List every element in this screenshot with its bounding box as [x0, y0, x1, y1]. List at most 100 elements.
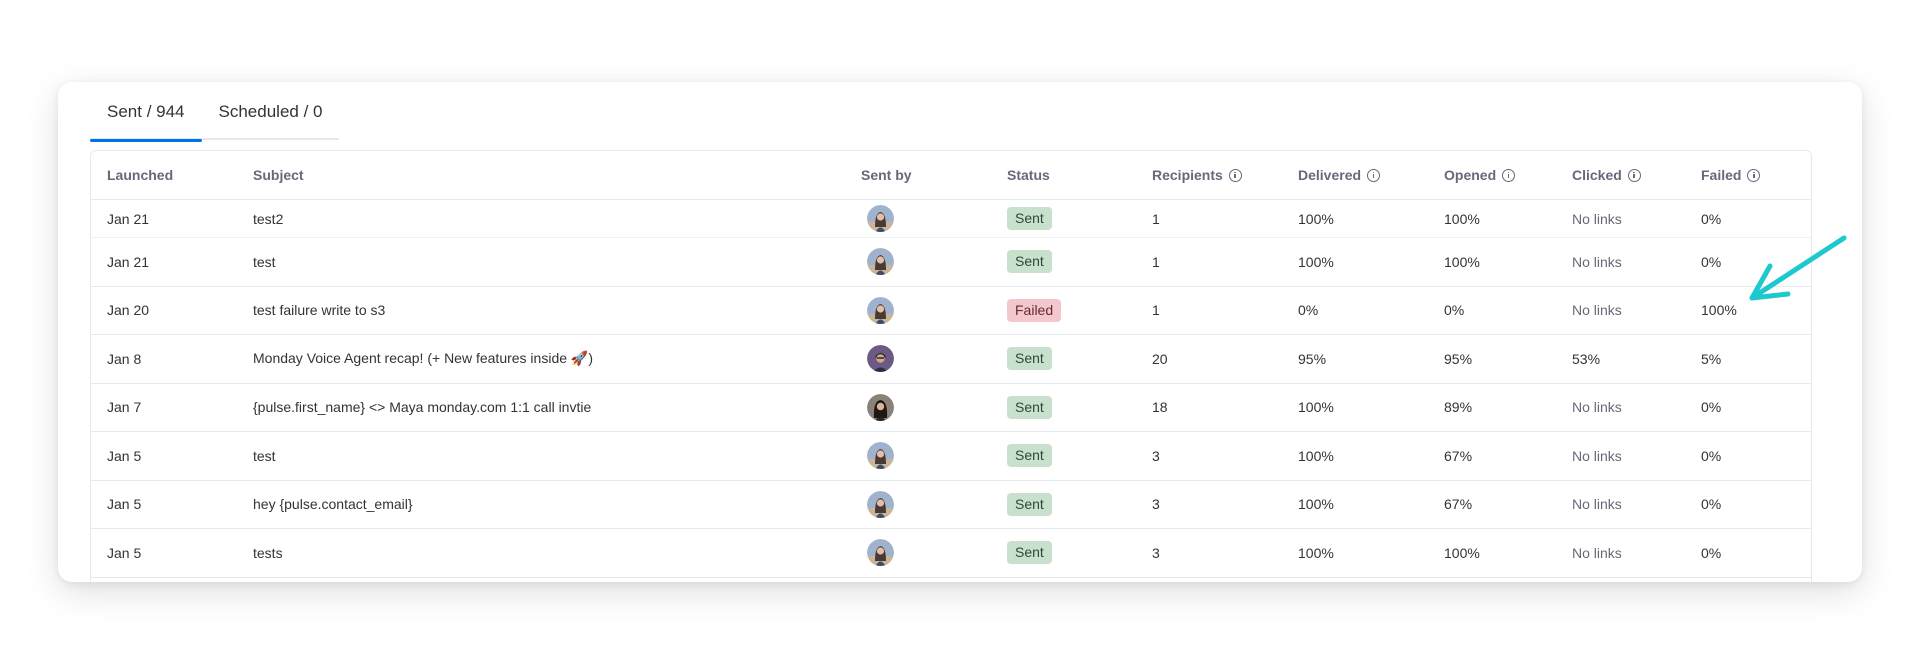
delivered-value: 100% — [1298, 447, 1334, 464]
launched-cell: Jan 21 — [91, 254, 237, 270]
table-row[interactable]: Jan 8 Monday Voice Agent recap! (+ New fe… — [91, 335, 1811, 384]
clicked-cell: No links — [1556, 496, 1685, 512]
delivered-value: 100% — [1298, 496, 1334, 513]
avatar[interactable] — [867, 539, 894, 567]
status-cell: Sent — [991, 444, 1136, 468]
avatar[interactable] — [867, 345, 894, 373]
subject-cell: test — [237, 254, 845, 270]
header-failed[interactable]: Failed — [1685, 167, 1811, 183]
avatar[interactable] — [867, 205, 894, 232]
failed-cell: 0% — [1685, 399, 1811, 415]
avatar[interactable] — [867, 490, 894, 518]
failed-value: 0% — [1701, 253, 1722, 270]
tab-sent[interactable]: Sent / 944 — [90, 92, 202, 142]
opened-value: 89% — [1444, 399, 1473, 416]
opened-value: 67% — [1444, 496, 1473, 513]
header-launched[interactable]: Launched — [107, 167, 174, 183]
clicked-value: No links — [1572, 253, 1622, 270]
launched-cell: Jan 5 — [91, 448, 237, 464]
status-cell: Sent — [991, 541, 1136, 565]
info-icon[interactable] — [1367, 168, 1381, 182]
tab-bar: Sent / 944 Scheduled / 0 — [90, 92, 340, 142]
status-cell: Sent — [991, 347, 1136, 371]
delivered-cell: 100% — [1282, 496, 1428, 512]
recipients-value: 3 — [1152, 544, 1160, 561]
failed-value: 0% — [1701, 447, 1722, 464]
table-row[interactable]: Jan 21 test Sent 1 100% 100% No links 0% — [91, 238, 1811, 287]
sent-by-cell — [845, 539, 991, 567]
status-cell: Sent — [991, 250, 1136, 274]
failed-value: 0% — [1701, 496, 1722, 513]
avatar[interactable] — [867, 442, 894, 470]
launched-value: Jan 20 — [107, 302, 150, 319]
subject-cell: hey {pulse.contact_email} — [237, 496, 845, 512]
delivered-value: 100% — [1298, 253, 1334, 270]
failed-cell: 0% — [1685, 496, 1811, 513]
delivered-cell: 100% — [1282, 254, 1428, 270]
table-row[interactable]: Jan 5 tests Sent 3 100% 100% No links 0% — [91, 529, 1811, 578]
avatar[interactable] — [867, 296, 894, 324]
subject-value: {pulse.first_name} <> Maya monday.com 1:… — [253, 399, 592, 416]
delivered-value: 95% — [1298, 350, 1327, 367]
table-row[interactable]: Jan 5 test Sent 3 100% 67% No links 0% — [91, 432, 1811, 481]
recipients-value: 3 — [1152, 496, 1160, 513]
info-icon[interactable] — [1228, 168, 1242, 182]
header-status[interactable]: Status — [1007, 167, 1050, 183]
clicked-cell: No links — [1556, 448, 1685, 464]
header-delivered[interactable]: Delivered — [1282, 167, 1428, 183]
subject-cell: tests — [237, 545, 845, 561]
table-row[interactable]: Jan 20 test failure write to s3 Failed 1 0% 0… — [91, 287, 1811, 335]
clicked-value: 53% — [1572, 350, 1601, 367]
info-icon[interactable] — [1627, 168, 1641, 182]
status-badge: Sent — [1007, 207, 1052, 230]
status-badge: Sent — [1007, 250, 1052, 274]
header-clicked[interactable]: Clicked — [1556, 167, 1685, 183]
opened-cell: 67% — [1428, 448, 1556, 464]
status-cell: Sent — [991, 492, 1136, 516]
avatar[interactable] — [867, 393, 894, 421]
header-sent-by[interactable]: Sent by — [861, 167, 912, 183]
delivered-cell: 100% — [1282, 448, 1428, 464]
subject-cell: test2 — [237, 211, 845, 227]
failed-cell: 0% — [1685, 253, 1811, 270]
launched-cell: Jan 8 — [91, 351, 237, 367]
launched-value: Jan 7 — [107, 399, 142, 416]
launched-cell: Jan 5 — [91, 545, 237, 561]
subject-value: test failure write to s3 — [253, 302, 386, 319]
clicked-value: No links — [1572, 447, 1622, 464]
sent-by-cell — [845, 490, 991, 518]
clicked-value: No links — [1572, 210, 1622, 227]
opened-value: 100% — [1444, 544, 1480, 561]
campaigns-table: Launched Subject Sent by Status Recipien… — [90, 150, 1812, 582]
tab-scheduled[interactable]: Scheduled / 0 — [218, 102, 323, 121]
recipients-cell: 1 — [1136, 211, 1282, 227]
failed-cell: 0% — [1685, 545, 1811, 561]
failed-cell: 100% — [1685, 302, 1811, 319]
table-body: Jan 21 test2 Sent 1 100% 100% No links 0% Jan 21… — [91, 200, 1811, 578]
opened-value: 100% — [1444, 253, 1480, 270]
table-row[interactable]: Jan 5 hey {pulse.contact_email} Sent 3 100% 6… — [91, 481, 1811, 529]
delivered-cell: 100% — [1282, 211, 1428, 227]
header-opened[interactable]: Opened — [1428, 167, 1556, 183]
delivered-value: 100% — [1298, 544, 1334, 561]
failed-value: 100% — [1701, 302, 1737, 319]
table-row[interactable]: Jan 7 {pulse.first_name} <> Maya monday.c… — [91, 384, 1811, 432]
header-recipients[interactable]: Recipients — [1136, 167, 1282, 183]
subject-value: test — [253, 253, 276, 270]
launched-cell: Jan 5 — [91, 496, 237, 512]
header-subject[interactable]: Subject — [253, 167, 304, 183]
table-row[interactable]: Jan 21 test2 Sent 1 100% 100% No links 0% — [91, 200, 1811, 238]
delivered-value: 0% — [1298, 302, 1319, 319]
recipients-value: 20 — [1152, 350, 1168, 367]
avatar[interactable] — [867, 248, 894, 276]
clicked-cell: No links — [1556, 211, 1685, 227]
clicked-cell: No links — [1556, 545, 1685, 561]
clicked-value: No links — [1572, 544, 1622, 561]
recipients-value: 1 — [1152, 210, 1160, 227]
launched-value: Jan 21 — [107, 210, 150, 227]
opened-value: 95% — [1444, 350, 1473, 367]
failed-value: 5% — [1701, 350, 1722, 367]
info-icon[interactable] — [1502, 168, 1516, 182]
info-icon[interactable] — [1747, 168, 1761, 182]
status-cell: Failed — [991, 298, 1136, 322]
